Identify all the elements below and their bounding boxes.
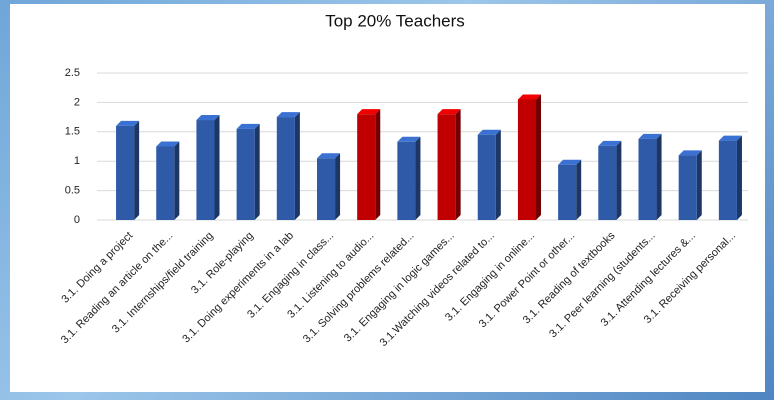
bar-side <box>736 135 742 220</box>
bar-top <box>116 120 140 126</box>
y-tick-label: 0 <box>74 214 80 226</box>
bar <box>598 145 617 220</box>
bar-top <box>357 109 381 115</box>
bar-top <box>558 159 582 165</box>
bar-side <box>536 94 542 220</box>
bar <box>718 140 737 220</box>
bar-top <box>678 150 702 156</box>
bar <box>357 114 376 220</box>
bar-top <box>276 112 300 118</box>
bar-side <box>214 115 220 220</box>
bar-side <box>174 141 180 220</box>
bar <box>116 125 135 220</box>
bar <box>477 134 496 220</box>
bar <box>316 158 336 220</box>
chart-title: Top 20% Teachers <box>325 11 465 30</box>
bar-side <box>616 140 622 220</box>
bar-top <box>638 133 662 139</box>
y-tick-label: 1.5 <box>65 126 80 138</box>
bar-side <box>576 159 582 220</box>
bar-side <box>294 112 300 220</box>
bar-side <box>134 120 140 220</box>
bar <box>276 117 295 220</box>
y-tick-label: 2 <box>74 96 80 108</box>
bar-top <box>718 135 742 141</box>
y-tick-label: 2.5 <box>65 67 80 79</box>
bar <box>517 99 537 220</box>
bar-side <box>696 150 702 220</box>
bar-side <box>455 109 461 220</box>
bar-top <box>236 123 260 129</box>
bar-top <box>316 153 341 159</box>
bar-side <box>495 129 501 220</box>
bar-top <box>156 141 180 147</box>
bar <box>236 128 255 220</box>
bar <box>397 141 416 220</box>
y-tick-label: 0.5 <box>65 185 80 197</box>
bar-top <box>196 115 220 121</box>
bar <box>156 146 175 220</box>
y-tick-label: 1 <box>74 155 80 167</box>
bar-top <box>397 136 421 142</box>
bar-side <box>656 133 662 220</box>
bar <box>437 114 456 220</box>
bar-side <box>375 109 381 220</box>
bar <box>678 155 697 220</box>
bar <box>196 120 215 220</box>
bar-top <box>517 94 542 100</box>
bar <box>638 138 657 220</box>
bar-side <box>415 136 421 220</box>
bar-top <box>477 129 501 135</box>
bar-top <box>437 109 461 115</box>
bar-top <box>598 140 622 146</box>
bar-side <box>254 123 260 220</box>
bar <box>558 164 577 220</box>
bar-side <box>335 153 341 220</box>
